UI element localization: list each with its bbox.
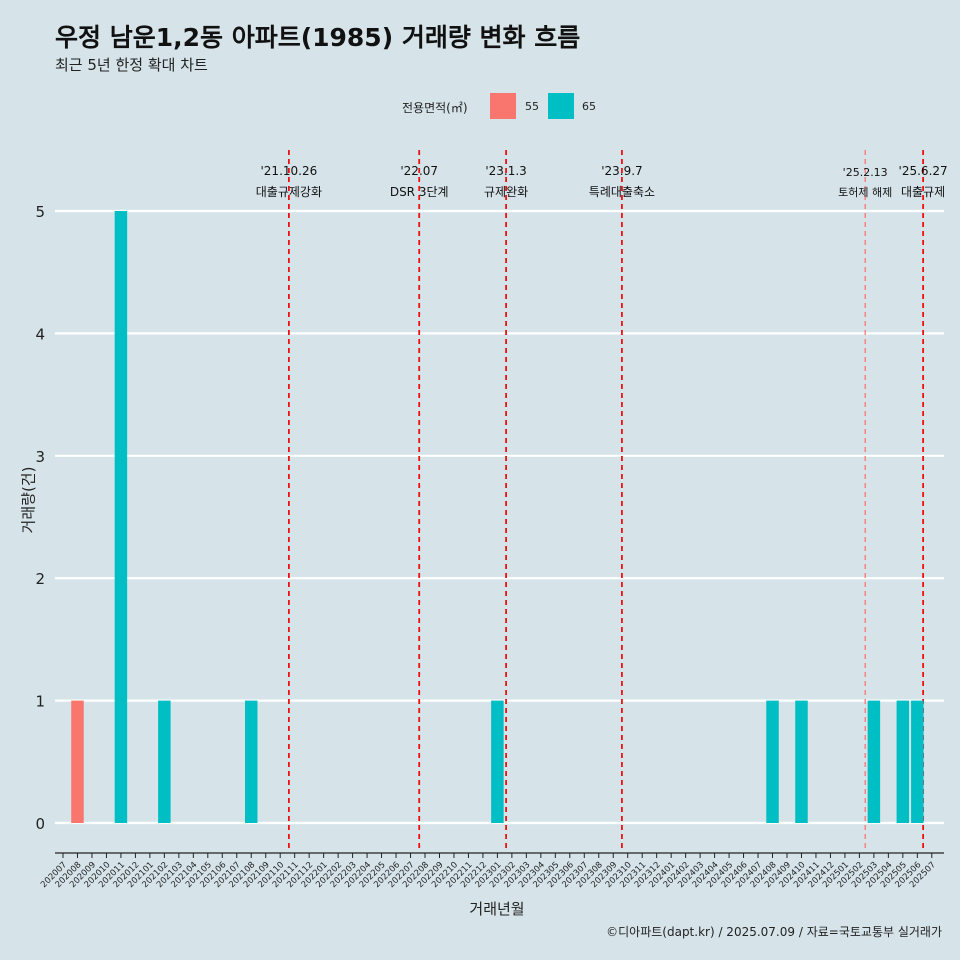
- y-tick-label: 5: [35, 203, 45, 221]
- bar-202410-65: [795, 700, 808, 823]
- legend-key-55: [490, 93, 516, 119]
- y-tick-label: 2: [35, 570, 45, 588]
- legend-key-65: [548, 93, 574, 119]
- chart-title: 우정 남운1,2동 아파트(1985) 거래량 변화 흐름: [55, 23, 581, 52]
- y-axis: 0 1 2 3 4 5: [35, 203, 45, 833]
- legend-label-55: 55: [525, 100, 539, 113]
- bar-202301-65: [491, 700, 504, 823]
- y-axis-label: 거래량(건): [19, 466, 38, 534]
- policy-event-label: 특례대출축소: [589, 185, 655, 199]
- y-tick-label: 4: [35, 325, 45, 343]
- bar-202008-55: [71, 700, 84, 823]
- policy-event-label: 대출규제: [901, 185, 945, 199]
- policy-event-label: 토허제 해제: [838, 185, 892, 199]
- legend: 전용면적(㎡) 55 65: [0, 93, 960, 121]
- bar-202503-65: [867, 700, 881, 823]
- policy-date-label: '25.6.27: [899, 164, 948, 178]
- policy-date-label: '22.07: [400, 164, 438, 178]
- annotations: '21.10.26 대출규제강화 '22.07 DSR 3단계 '23.1.3 규제완화 '…: [256, 150, 948, 852]
- bar-202506-65: [911, 700, 924, 823]
- policy-event-label: 규제완화: [484, 185, 528, 199]
- policy-date-label: '23.1.3: [485, 164, 526, 178]
- policy-event-label: DSR 3단계: [390, 185, 449, 199]
- policy-event-label: 대출규제강화: [256, 185, 322, 199]
- bar-202102-65: [158, 700, 171, 823]
- legend-label-65: 65: [582, 100, 596, 113]
- source-credit: ©디아파트(dapt.kr) / 2025.07.09 / 자료=국토교통부 실…: [606, 925, 942, 939]
- policy-date-label: '25.2.13: [843, 166, 888, 179]
- bars: [71, 211, 924, 823]
- bar-202011-65: [114, 211, 128, 823]
- y-tick-label: 3: [35, 448, 45, 466]
- x-axis-label: 거래년월: [469, 900, 525, 918]
- bar-202505-65: [896, 700, 910, 823]
- y-tick-label: 1: [35, 693, 45, 711]
- policy-date-label: '21.10.26: [261, 164, 318, 178]
- bar-202408-65: [766, 700, 779, 823]
- chart-subtitle: 최근 5년 한정 확대 차트: [55, 56, 208, 74]
- y-tick-label: 0: [35, 815, 45, 833]
- legend-title: 전용면적(㎡): [402, 101, 468, 115]
- x-axis: 2020072020082020092020102020112020122021…: [39, 852, 944, 890]
- bar-202108-65: [244, 700, 258, 823]
- policy-date-label: '23.9.7: [601, 164, 642, 178]
